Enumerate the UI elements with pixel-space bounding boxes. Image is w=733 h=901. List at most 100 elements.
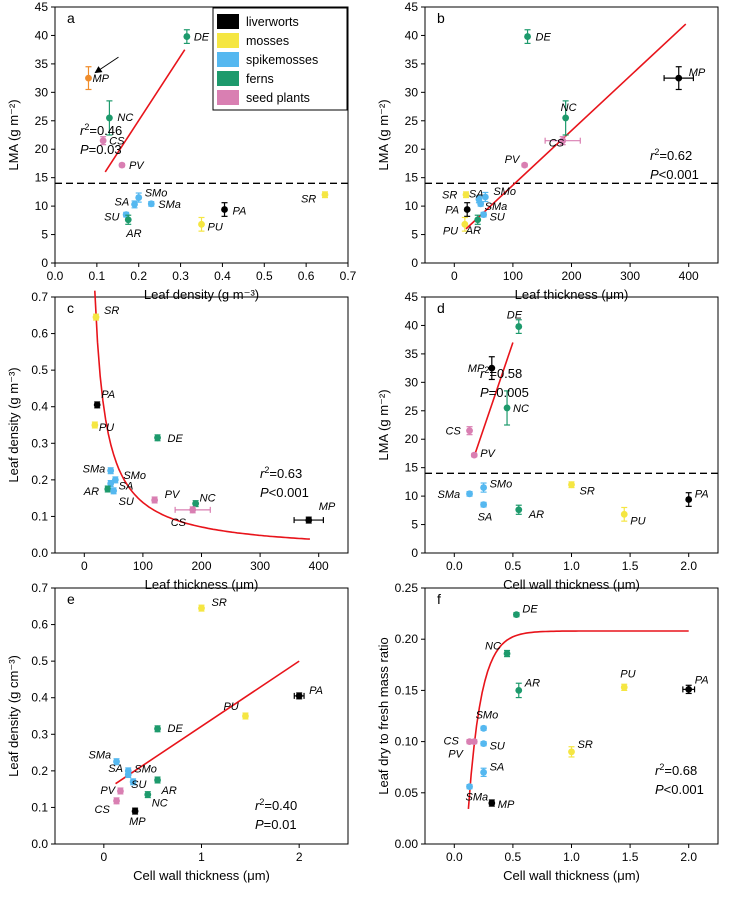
marker [568,481,575,489]
marker [129,778,137,786]
data-point-SMa: SMa [89,750,120,766]
marker [466,783,473,791]
data-point-AR: AR [515,677,540,699]
x-tick-label: 100 [503,269,523,283]
point-label: MP [498,799,515,811]
data-point-PV: PV [470,448,497,460]
panel-letter: d [437,300,445,316]
point-label: AR [528,509,544,521]
x-tick-label: 100 [133,559,153,573]
point-label: DE [168,433,184,445]
y-tick-label: 0 [411,256,418,270]
data-point-SMa: SMa [477,200,508,213]
marker [481,193,489,201]
marker [470,738,478,745]
data-point-NC: NC [503,390,529,426]
point-label: MP [319,501,336,513]
data-point-DE: DE [154,433,183,445]
point-label: SA [490,761,505,773]
point-label: PU [223,701,238,713]
point-label: MP [92,73,109,85]
point-label: PU [99,422,114,434]
y-tick-label: 0.6 [31,618,48,632]
data-point-CS: CS [544,136,581,150]
data-point-SA: SA [115,196,138,209]
data-point-SMo: SMo [481,186,516,203]
data-point-MP: MP [129,807,146,828]
marker [488,799,496,807]
x-axis-title: Leaf thickness (μm) [145,577,259,592]
point-label: AR [524,677,540,689]
y-tick-label: 0.25 [395,581,419,595]
point-label: SMa [158,199,181,211]
marker [91,421,99,429]
y-axis-title: Leaf density (g cm⁻³) [6,655,21,777]
data-point-PA: PA [221,202,246,218]
x-tick-label: 0 [100,850,107,864]
y-tick-label: 40 [405,318,419,332]
p-value: P=0.03 [80,142,122,157]
x-tick-label: 1.0 [563,850,580,864]
point-label: SMa [485,201,508,213]
point-label: SMo [123,470,146,482]
x-tick-label: 0.3 [172,269,189,283]
y-tick-label: 15 [35,171,49,185]
x-tick-label: 0 [81,559,88,573]
data-point-NC: NC [106,100,133,136]
legend-swatch-ferns [217,71,239,86]
point-label: SMa [466,792,489,804]
point-label: SU [490,212,505,224]
point-label: SMa [438,489,461,501]
point-label: CS [171,517,187,529]
marker [107,467,115,475]
y-axis-title: Leaf density (g m⁻³) [6,367,21,482]
data-point-DE: DE [154,723,183,735]
point-label: NC [117,112,133,124]
x-tick-label: 300 [620,269,640,283]
marker [480,501,487,509]
data-point-PU: PU [91,421,114,434]
r-squared: r2=0.40 [255,797,297,813]
point-label: PU [443,225,458,237]
x-tick-label: 0.5 [505,850,522,864]
marker [147,200,155,208]
point-label: SU [119,496,134,508]
r-squared: r2=0.62 [650,147,692,163]
marker [480,740,487,748]
data-point-DE: DE [513,604,538,619]
y-tick-label: 5 [411,518,418,532]
data-point-CS: CS [95,797,120,816]
marker [154,776,161,784]
x-tick-label: 1.5 [622,559,639,573]
y-tick-label: 10 [35,199,49,213]
point-label: SR [442,190,457,202]
marker [524,33,531,40]
data-point-CS: CS [444,736,473,748]
data-point-PA: PA [445,202,471,217]
x-tick-label: 0.5 [505,559,522,573]
point-label: MP [129,816,146,828]
point-label: DE [536,32,552,44]
arrow-head [94,66,103,74]
data-point-MP: MP [488,799,515,811]
x-tick-label: 0.0 [446,850,463,864]
data-point-CS: CS [446,426,473,438]
marker [466,427,473,435]
marker [480,724,487,732]
point-label: SMo [134,764,157,776]
marker [135,194,143,201]
x-tick-label: 0.4 [214,269,231,283]
y-tick-label: 15 [405,171,419,185]
x-tick-label: 0.0 [47,269,64,283]
x-tick-label: 1.0 [563,559,580,573]
marker [685,496,693,503]
marker [515,687,523,694]
marker [242,712,249,720]
point-label: SMo [490,479,513,491]
point-label: MP [468,363,485,375]
marker [568,748,575,756]
point-label: SA [108,763,123,775]
legend-swatch-spikemosses [217,52,239,67]
y-tick-label: 35 [35,57,49,71]
